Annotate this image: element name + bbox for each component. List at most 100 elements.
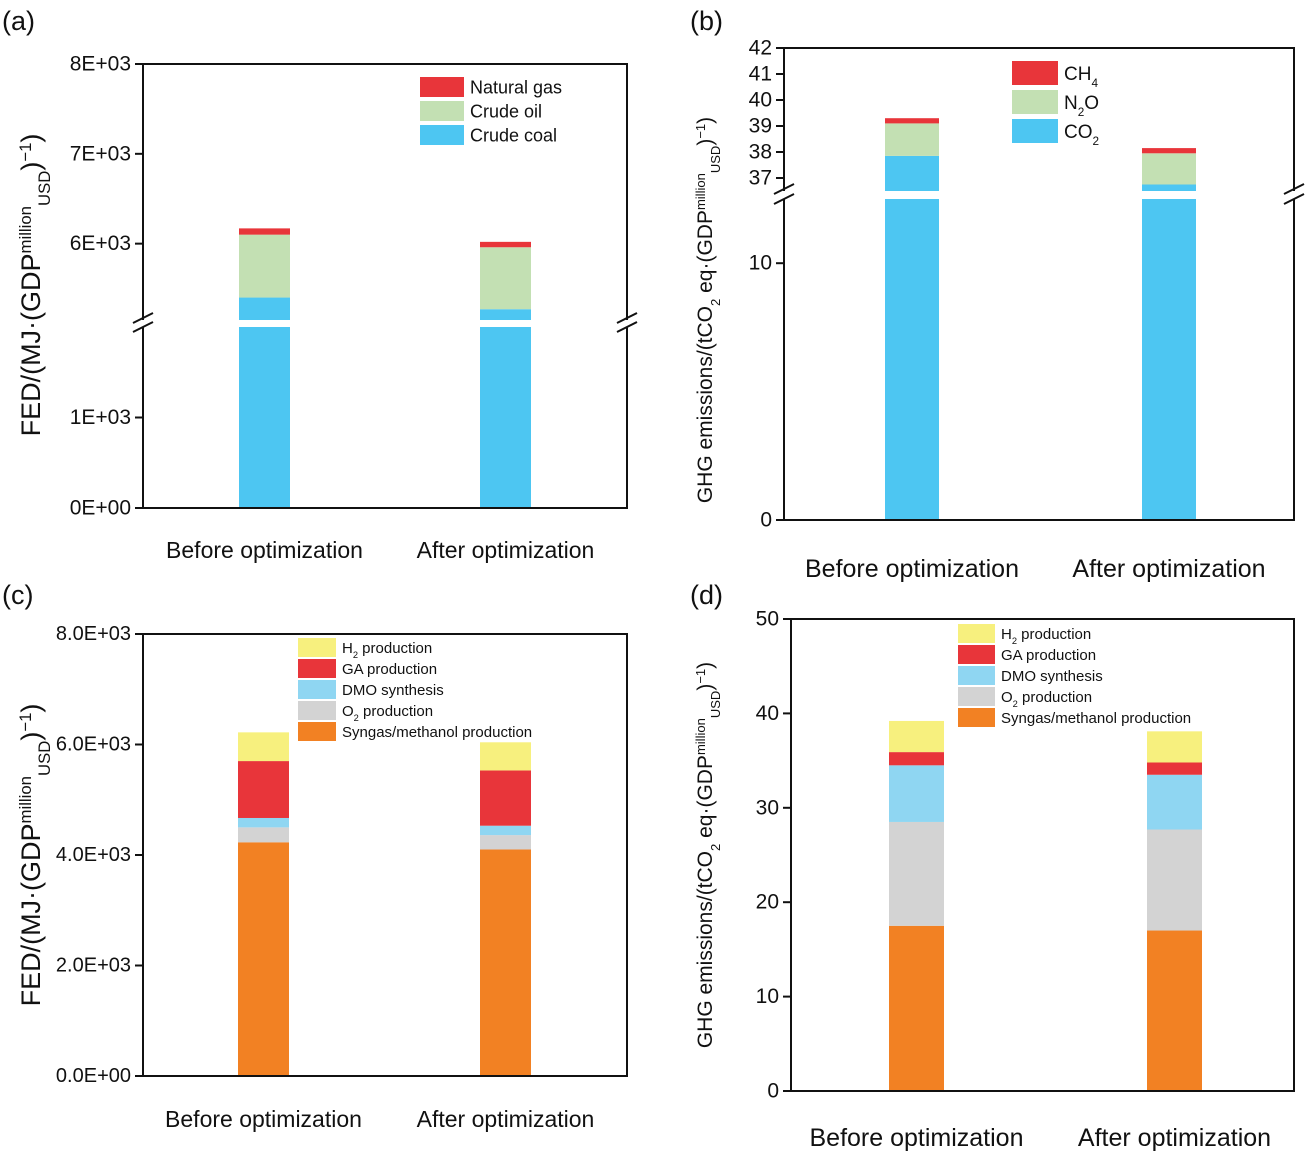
panel-2-legend-swatch-3	[1012, 119, 1058, 143]
panel-3: (c) Before optimization After optimization…	[2, 580, 628, 1132]
panel-3-legend-label-1-part-1: 2	[353, 650, 358, 660]
panel-4-legend-swatch-3	[958, 666, 995, 685]
panel-4-y-axis-label: GHG emissions/(tCO2 eq·(GDPmillionUSD)−1…	[693, 662, 723, 1048]
panel-2-y-axis-label-part-3: million	[693, 173, 708, 210]
panel-2-y-axis-label-part-4: USD	[708, 146, 723, 173]
panel-3-y-tick-label-5: 8.0E+03	[56, 623, 131, 645]
panel-4-y-tick-label-6: 50	[756, 608, 779, 631]
panel-1-break-mark-1-b	[132, 321, 154, 333]
panel-2-bar-1-series-3	[885, 118, 939, 124]
panel-3-legend-label-4-part-0: O	[342, 703, 354, 720]
panel-3-y-axis-label-part-3: million	[16, 776, 35, 823]
panel-3-frame	[142, 633, 628, 1077]
panel-2-legend-label-2-part-0: N	[1064, 93, 1078, 114]
panel-4-bar-1-series-2	[889, 821, 944, 926]
panel-2-legend-label-1: CH4	[1064, 64, 1098, 90]
panel-1-y-axis-label: FED/(MJ·(GDPmillionUSD)−1)	[16, 134, 54, 437]
panel-1-bar-1-series-3	[239, 228, 290, 235]
panel-4-legend-swatch-1	[958, 624, 995, 643]
panel-3-legend-label-1-part-0: H	[342, 640, 353, 657]
panel-2-legend-label-2-part-2: O	[1084, 93, 1099, 114]
panel-4-legend-label-4: O2 production	[1001, 689, 1092, 709]
panel-1-legend-label-3-part-0: Crude coal	[470, 125, 557, 145]
panel-3-legend-swatch-5	[298, 722, 336, 741]
panel-2-y-tick-label-1: 0	[760, 509, 772, 532]
panel-3-bar-2-series-3	[480, 825, 531, 836]
panel-2-y-axis-label-part-2: eq·(GDP	[694, 210, 717, 299]
panel-1-legend-label-2: Crude oil	[470, 101, 542, 121]
panel-4-legend-label-1-part-1: 2	[1012, 636, 1017, 646]
panel-4-bar-1-series-5	[889, 720, 944, 753]
panel-4-bar-2-series-5	[1147, 731, 1202, 763]
panel-4-legend-swatch-4	[958, 687, 995, 706]
panel-2-frame-lower	[783, 199, 1295, 521]
panel-2-y-axis-label-part-7: )	[694, 117, 717, 124]
panel-3-y-tick-label-3: 4.0E+03	[56, 844, 131, 866]
panel-2-label: (b)	[690, 6, 723, 36]
panel-3-legend-swatch-4	[298, 701, 336, 720]
panel-3-y-tick-label-1: 0.0E+00	[56, 1065, 131, 1087]
panel-3-bar-1-series-2	[238, 827, 289, 843]
panel-2-legend-label-3-part-1: 2	[1093, 134, 1100, 147]
panel-4-y-tick-label-4: 30	[756, 796, 779, 819]
panel-1-legend-swatch-1	[420, 77, 464, 97]
panel-1-frame-upper	[142, 63, 628, 320]
panel-1-legend-label-3: Crude coal	[470, 125, 557, 145]
panel-1-axis-break-band	[144, 320, 626, 327]
panel-3-bar-2-series-4	[480, 770, 531, 826]
panel-4-y-tick-label-2: 10	[756, 985, 779, 1008]
panel-3-legend-label-5-part-0: Syngas/methanol production	[342, 724, 532, 741]
panel-4-legend-label-1-part-2: production	[1017, 626, 1091, 643]
panel-2-legend-label-3: CO2	[1064, 122, 1099, 148]
panel-3-y-axis-label-part-6: −1	[16, 713, 35, 732]
panel-2-bar-1-series-1	[885, 155, 939, 520]
panel-1-y-tick-label-3: 6E+03	[70, 232, 131, 255]
panel-2-legend-label-1-part-0: CH	[1064, 64, 1091, 85]
panel-3-legend-label-4-part-2: production	[359, 703, 433, 720]
panel-4-legend-swatch-5	[958, 708, 995, 727]
panel-1-bar-1-series-1	[239, 297, 290, 508]
panel-3-legend-swatch-3	[298, 680, 336, 699]
panel-2-break-mark-2-b	[1283, 193, 1305, 205]
panel-2-y-axis-label-part-6: −1	[693, 124, 708, 139]
panel-2-legend-label-3-part-0: CO	[1064, 122, 1093, 143]
panel-4-y-axis-label-part-0: GHG emissions/(tCO	[694, 851, 717, 1048]
panel-4-legend-label-4-part-0: O	[1001, 689, 1013, 706]
panel-3-legend-label-1-part-2: production	[358, 640, 432, 657]
panel-4-y-axis-label-part-1: 2	[708, 844, 723, 851]
panel-4-category-label-2: After optimization	[1078, 1124, 1271, 1151]
panel-1-y-tick-label-1: 0E+00	[70, 497, 131, 520]
panel-3-bar-1-series-3	[238, 817, 289, 828]
panel-3-legend-label-1: H2 production	[342, 640, 432, 660]
panel-3-y-tick-label-2: 2.0E+03	[56, 955, 131, 977]
panel-2-y-tick-label-4: 38	[749, 141, 772, 164]
panel-4-y-tick-label-1: 0	[767, 1080, 779, 1103]
panel-1-legend-label-1-part-0: Natural gas	[470, 77, 562, 97]
panel-2-legend-label-1-part-1: 4	[1091, 76, 1098, 89]
panel-1-y-axis-label-part-0: FED/(MJ·(GDP	[16, 253, 46, 436]
panel-3-category-label-1: Before optimization	[165, 1106, 362, 1132]
panel-3-y-axis-label-part-0: FED/(MJ·(GDP	[16, 823, 46, 1006]
panel-4-y-axis-label-part-5: )	[694, 684, 717, 691]
panel-2-y-tick-label-7: 41	[749, 63, 772, 86]
panel-2-frame-upper	[783, 47, 1295, 191]
panel-2-y-axis-label: GHG emissions/(tCO2 eq·(GDPmillionUSD)−1…	[693, 117, 723, 503]
panel-2-legend-swatch-2	[1012, 90, 1058, 114]
panel-4-category-label-1: Before optimization	[809, 1124, 1023, 1151]
panel-1-y-tick-label-2: 1E+03	[70, 406, 131, 429]
panel-4-legend-label-4-part-1: 2	[1013, 699, 1018, 709]
panel-4-legend-label-3-part-0: DMO synthesis	[1001, 668, 1103, 685]
panel-2: (b) Before optimization After optimization…	[690, 6, 1305, 583]
panel-2-bar-1-series-2	[885, 123, 939, 156]
panel-1-frame-lower	[142, 327, 628, 509]
panel-3-legend-label-5: Syngas/methanol production	[342, 724, 532, 741]
panel-3-bar-2-series-2	[480, 835, 531, 850]
panel-4-y-axis-label-part-7: )	[694, 662, 717, 669]
panel-1-legend-label-2-part-0: Crude oil	[470, 101, 542, 121]
panel-1-y-tick-label-4: 7E+03	[70, 142, 131, 165]
panel-3-legend-label-3-part-0: DMO synthesis	[342, 682, 444, 699]
panel-4-y-axis-label-part-2: eq·(GDP	[694, 755, 717, 844]
panel-1-label: (a)	[2, 6, 35, 36]
panel-2-y-tick-label-3: 37	[749, 167, 772, 190]
